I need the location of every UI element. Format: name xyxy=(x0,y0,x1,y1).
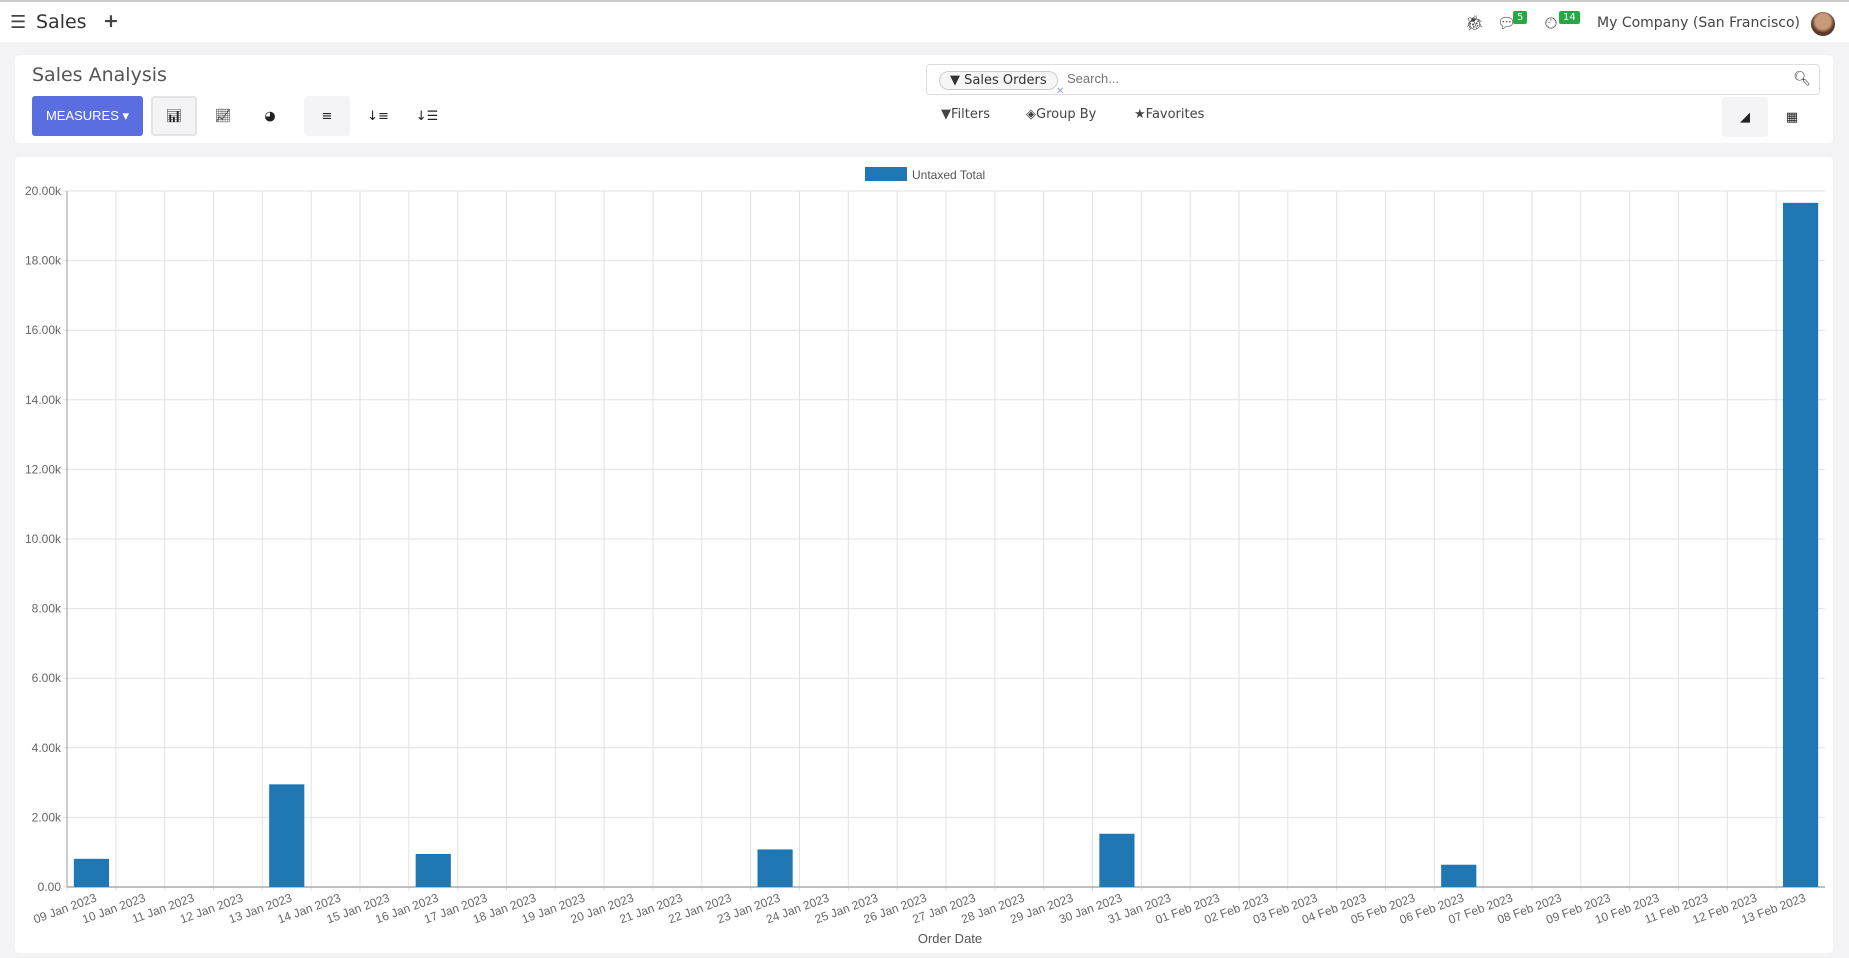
graph-view-button[interactable]: ◢ xyxy=(1722,97,1768,137)
top-navbar: ☰ Sales + 🐞︎ 💬︎ 5 🕘︎ 14 My Company (San … xyxy=(0,0,1849,42)
measures-label: MEASURES xyxy=(45,108,119,123)
pie-chart-button[interactable]: ◕ xyxy=(247,96,293,136)
favorites-button[interactable]: ★Favorites xyxy=(1134,107,1204,122)
sort-descending-button[interactable]: ↓≡ xyxy=(355,96,401,136)
bar xyxy=(415,853,451,887)
measures-button[interactable]: MEASURES ▾ xyxy=(32,96,143,136)
bar-chart-icon: 📊︎ xyxy=(165,108,183,124)
search-facet[interactable]: ▼ Sales Orders xyxy=(939,71,1058,90)
legend-label: Untaxed Total xyxy=(912,168,985,182)
y-tick-label: 20.00k xyxy=(25,184,62,198)
pie-chart-icon: ◕ xyxy=(264,108,276,124)
search-bar[interactable]: ▼ Sales Orders ✕ 🔍︎ xyxy=(926,64,1820,97)
star-icon: ★ xyxy=(1134,107,1146,122)
bar xyxy=(1099,833,1135,887)
pivot-view-button[interactable]: ▦ xyxy=(1769,97,1815,137)
filter-icon: ▼ xyxy=(950,73,960,88)
database-icon: ≡ xyxy=(321,108,333,124)
y-tick-label: 16.00k xyxy=(25,323,62,337)
y-tick-label: 6.00k xyxy=(32,671,62,685)
chart-card: 0.00 2.00k 4.00k 6.00k 8.00k 10.00k 12.00k 14.0… xyxy=(15,157,1833,953)
filter-icon: ▼ xyxy=(941,107,951,122)
y-tick-label: 12.00k xyxy=(25,462,62,476)
group-by-button[interactable]: ◈Group By xyxy=(1026,107,1096,122)
bar-chart: 0.00 2.00k 4.00k 6.00k 8.00k 10.00k 12.00k 14.0… xyxy=(25,167,1825,946)
bar xyxy=(269,784,305,887)
messages-badge: 5 xyxy=(1513,11,1528,24)
new-plus-icon[interactable]: + xyxy=(103,10,119,32)
x-axis-title: Order Date xyxy=(918,931,982,946)
search-icon[interactable]: 🔍︎ xyxy=(1793,71,1811,87)
hamburger-menu-icon[interactable]: ☰ xyxy=(10,12,27,33)
favorites-label: Favorites xyxy=(1145,107,1205,122)
table-grid-icon: ▦ xyxy=(1785,109,1799,125)
activities-clock-icon[interactable]: 🕘︎ xyxy=(1545,14,1557,32)
line-chart-button[interactable]: 📈︎ xyxy=(200,96,246,136)
filters-label: Filters xyxy=(951,107,990,122)
bar xyxy=(73,858,109,887)
messages-icon[interactable]: 💬︎ xyxy=(1497,14,1517,32)
y-tick-label: 14.00k xyxy=(25,393,62,407)
bar xyxy=(1783,202,1819,887)
debug-bug-icon[interactable]: 🐞︎ xyxy=(1465,14,1485,32)
control-panel: Sales Analysis MEASURES ▾ 📊︎ 📈︎ ◕ ≡ ↓≡ ↓… xyxy=(15,55,1833,143)
line-chart-icon: 📈︎ xyxy=(214,108,232,124)
search-input[interactable] xyxy=(1067,71,1667,86)
facet-label: Sales Orders xyxy=(964,73,1047,88)
y-tick-label: 18.00k xyxy=(25,254,62,268)
filters-button[interactable]: ▼Filters xyxy=(941,107,990,122)
sort-ascending-icon: ↓☰ xyxy=(415,108,439,124)
bar xyxy=(757,849,793,887)
area-chart-icon: ◢ xyxy=(1740,109,1750,125)
page-title: Sales Analysis xyxy=(32,64,167,86)
sort-descending-icon: ↓≡ xyxy=(367,108,389,124)
legend-swatch xyxy=(865,167,907,181)
bar xyxy=(1441,864,1477,887)
y-tick-label: 0.00 xyxy=(38,880,62,894)
y-tick-label: 8.00k xyxy=(32,602,62,616)
activities-badge: 14 xyxy=(1559,11,1580,24)
y-tick-label: 4.00k xyxy=(32,741,62,755)
company-switcher[interactable]: My Company (San Francisco) xyxy=(1597,15,1800,31)
caret-down-icon: ▾ xyxy=(122,108,130,123)
group-by-label: Group By xyxy=(1036,107,1097,122)
y-tick-label: 2.00k xyxy=(32,810,62,824)
bar-chart-button[interactable]: 📊︎ xyxy=(151,96,197,136)
stacked-button[interactable]: ≡ xyxy=(304,96,350,136)
user-avatar[interactable] xyxy=(1811,12,1835,36)
layers-icon: ◈ xyxy=(1026,107,1036,122)
remove-facet-icon[interactable]: ✕ xyxy=(1056,86,1065,97)
app-name[interactable]: Sales xyxy=(36,11,87,33)
y-tick-label: 10.00k xyxy=(25,532,62,546)
sort-ascending-button[interactable]: ↓☰ xyxy=(404,96,450,136)
